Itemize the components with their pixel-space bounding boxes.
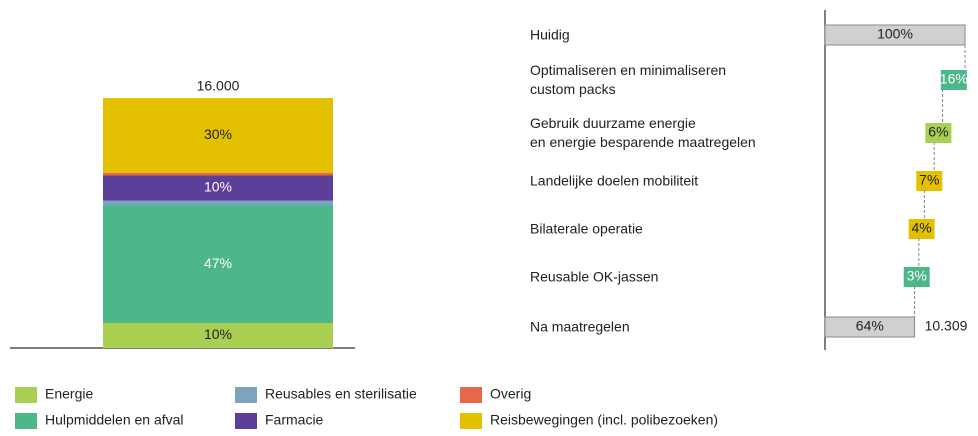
value-label: 4% <box>911 220 931 236</box>
total-label: 10.309 <box>925 318 968 334</box>
category-label: Na maatregelen <box>530 318 630 335</box>
category-label: Landelijke doelen mobiliteit <box>530 172 699 189</box>
value-label: 10% <box>204 179 232 195</box>
bar-segment <box>103 205 333 323</box>
bar-segment <box>103 98 333 173</box>
legend-swatch <box>460 413 482 429</box>
legend-swatch <box>460 387 482 403</box>
category-label: Gebruik duurzame energie en energie besp… <box>530 115 756 150</box>
value-label: 3% <box>907 268 927 284</box>
value-label: 64% <box>856 318 884 334</box>
total-label: 16.000 <box>197 78 240 94</box>
value-label: 7% <box>919 172 939 188</box>
legend-swatch <box>15 413 37 429</box>
bar <box>824 24 966 46</box>
legend-label: Reisbewegingen (incl. polibezoeken) <box>490 412 718 428</box>
bar <box>824 316 916 338</box>
value-label: 10% <box>204 326 232 342</box>
bar-segment <box>103 175 333 201</box>
label-box <box>916 171 943 191</box>
legend-label: Hulpmiddelen en afval <box>45 412 184 428</box>
category-label: Reusable OK-jassen <box>530 268 659 285</box>
value-label: 6% <box>928 124 948 140</box>
category-label: Huidig <box>530 26 570 43</box>
legend-label: Overig <box>490 386 531 402</box>
legend-swatch <box>235 387 257 403</box>
label-box <box>940 70 967 90</box>
category-label: Bilaterale operatie <box>530 220 643 237</box>
label-box <box>903 267 930 287</box>
legend-swatch <box>235 413 257 429</box>
legend-label: Reusables en sterilisatie <box>265 386 417 402</box>
bar-segment <box>103 200 333 206</box>
value-label: 30% <box>204 126 232 142</box>
label-box <box>925 123 952 143</box>
category-label: Optimaliseren en minimaliseren custom pa… <box>530 62 727 97</box>
label-box <box>908 219 935 239</box>
legend-label: Farmacie <box>265 412 324 428</box>
bar-segment <box>103 173 333 176</box>
value-label: 47% <box>204 255 232 271</box>
bar-segment <box>103 323 333 348</box>
value-label: 16% <box>940 71 968 87</box>
legend-label: Energie <box>45 386 93 402</box>
value-label: 100% <box>877 26 913 42</box>
legend-swatch <box>15 387 37 403</box>
